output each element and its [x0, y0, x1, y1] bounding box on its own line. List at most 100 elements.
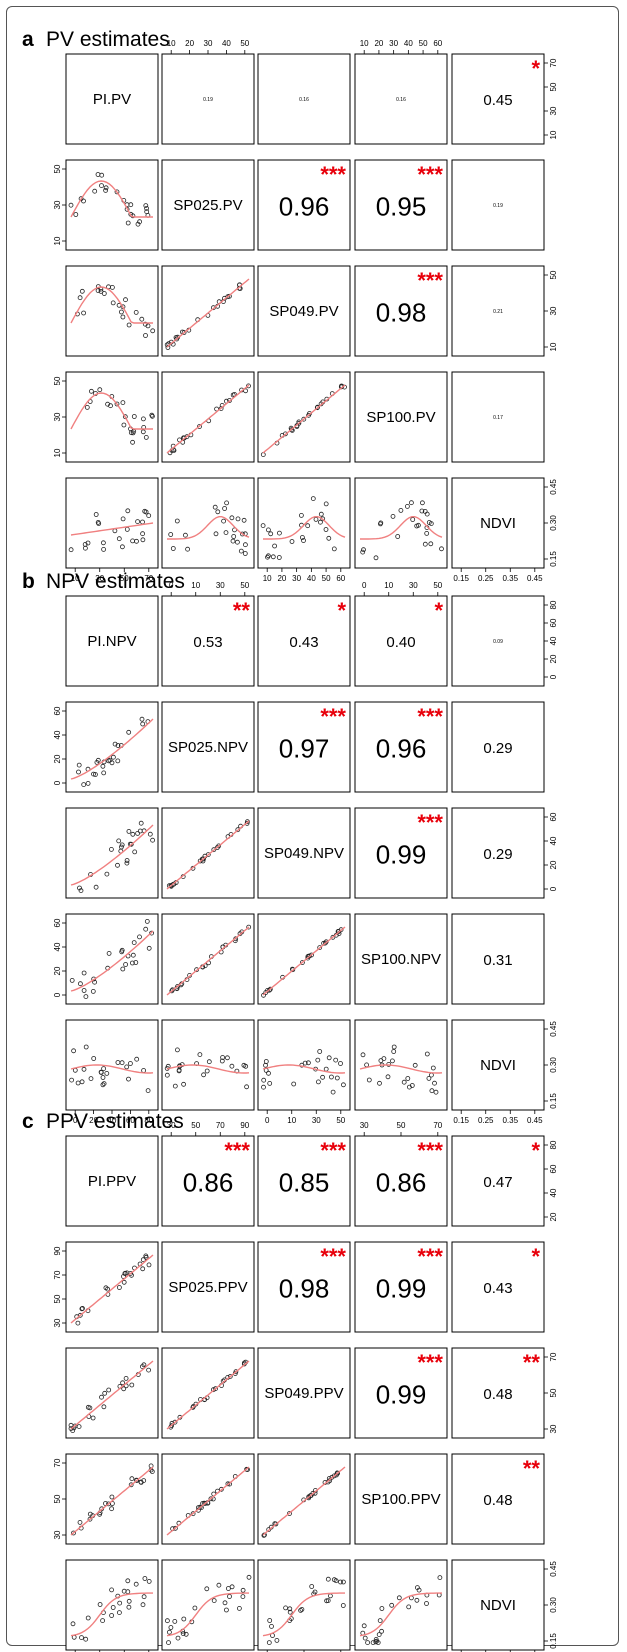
scatter-point: [130, 538, 136, 544]
scatter-point: [134, 1477, 139, 1483]
scatter-point: [377, 1080, 382, 1086]
scatter-point: [366, 1077, 372, 1083]
scatter-point: [85, 1615, 91, 1621]
scatter-point: [109, 1613, 114, 1618]
scatter-point: [235, 827, 241, 833]
scatter-point: [219, 1058, 225, 1064]
panel-box: [451, 913, 545, 1005]
scatter-point: [97, 1602, 103, 1607]
scatter-point: [216, 1582, 222, 1588]
panel-c-r2c0: [65, 1347, 159, 1439]
scatter-point: [225, 1586, 231, 1591]
scatter-point: [301, 416, 307, 422]
scatter-point: [223, 1607, 229, 1613]
scatter-point: [142, 508, 148, 514]
scatter-point: [320, 516, 326, 522]
significance-stars: *: [531, 1244, 540, 1269]
top-axis-tick-label: 30: [409, 581, 418, 590]
scatter-point: [101, 547, 106, 552]
left-axis-tick-label: 30: [53, 200, 62, 209]
panel-a-r1c4: 0.19: [451, 159, 545, 251]
panel-a-r2c2: SP049.PV: [257, 265, 351, 357]
scatter-point: [68, 1426, 74, 1431]
scatter-point: [197, 1052, 203, 1057]
panel-a-r2c4: 0.21 10 30 50: [451, 265, 558, 357]
scatter-point: [72, 1423, 78, 1429]
scatter-point: [120, 400, 126, 406]
scatter-point: [244, 1084, 250, 1090]
scatter-point: [120, 304, 126, 310]
scatter-point: [109, 1587, 114, 1593]
panel-b-r1c4: 0.29: [451, 701, 545, 793]
panel-box: [354, 1019, 448, 1111]
scatter-point: [299, 1607, 305, 1612]
scatter-point: [183, 1631, 189, 1637]
panel-b-r2c2: SP049.NPV: [257, 807, 351, 899]
scatter-point: [229, 1584, 235, 1590]
scatter-point: [315, 1057, 321, 1063]
left-axis-tick-label: 30: [53, 1530, 62, 1539]
scatter-point: [433, 1089, 439, 1095]
variable-label: SP049.PV: [269, 303, 338, 320]
panel-box: [354, 595, 448, 687]
scatter-point: [204, 1068, 210, 1074]
scatter-point: [117, 1600, 123, 1606]
scatter-point: [103, 187, 108, 193]
scatter-point: [246, 1574, 252, 1580]
scatter-point: [138, 820, 144, 826]
scatter-point: [422, 508, 428, 514]
scatter-point: [190, 1405, 196, 1410]
panel-c-r4c3: [354, 1559, 448, 1651]
panel-box: [257, 159, 351, 251]
scatter-point: [361, 547, 366, 553]
scatter-point: [117, 1285, 122, 1290]
scatter-point: [309, 1584, 315, 1589]
scatter-point: [419, 508, 425, 514]
scatter-point: [231, 534, 237, 539]
correlation-value: 0.48: [483, 1492, 512, 1509]
scatter-point: [422, 541, 428, 547]
scatter-point: [227, 1594, 232, 1599]
scatter-point: [80, 1306, 85, 1311]
scatter-point: [263, 1059, 269, 1064]
scatter-point: [238, 548, 244, 554]
panel-c-r0c0: PI.PPV: [65, 1135, 159, 1227]
top-axis-tick-label: 70: [216, 1121, 225, 1130]
scatter-point: [69, 978, 75, 983]
scatter-point: [166, 1640, 171, 1645]
scatter-point: [83, 545, 88, 551]
scatter-point: [83, 994, 89, 999]
panel-b-r3c1: [161, 913, 255, 1005]
top-axis-tick-label: 10: [191, 581, 200, 590]
scatter-point: [335, 1470, 341, 1476]
correlation-value: 0.40: [386, 634, 415, 651]
section-letter: b: [22, 570, 35, 593]
scatter-point: [377, 1618, 383, 1623]
bottom-axis-tick-label: 50: [120, 574, 129, 583]
scatter-point: [396, 1595, 402, 1601]
panel-box: [451, 159, 545, 251]
scatter-point: [130, 952, 136, 958]
correlation-value: 0.43: [483, 1280, 512, 1297]
scatter-point: [299, 535, 305, 540]
panel-box: [161, 1019, 255, 1111]
section-letter: c: [22, 1110, 34, 1133]
scatter-point: [131, 414, 137, 419]
scatter-point: [360, 1052, 366, 1058]
left-axis-tick-label: 70: [53, 1458, 62, 1467]
scatter-point: [379, 1606, 385, 1611]
scatter-point: [150, 328, 156, 334]
panel-a-r1c3: 0.95 ***: [354, 159, 448, 251]
scatter-point: [68, 547, 74, 553]
scatter-point: [143, 1253, 149, 1259]
scatter-point: [169, 1423, 175, 1429]
scatter-point: [305, 523, 311, 529]
scatter-point: [92, 188, 98, 194]
scatter-point: [215, 509, 221, 515]
scatter-point: [83, 1636, 89, 1642]
right-axis-tick-label: 50: [549, 270, 558, 279]
correlation-value: 0.99: [376, 1273, 427, 1303]
scatter-point: [112, 741, 118, 747]
significance-stars: ***: [417, 1350, 443, 1375]
